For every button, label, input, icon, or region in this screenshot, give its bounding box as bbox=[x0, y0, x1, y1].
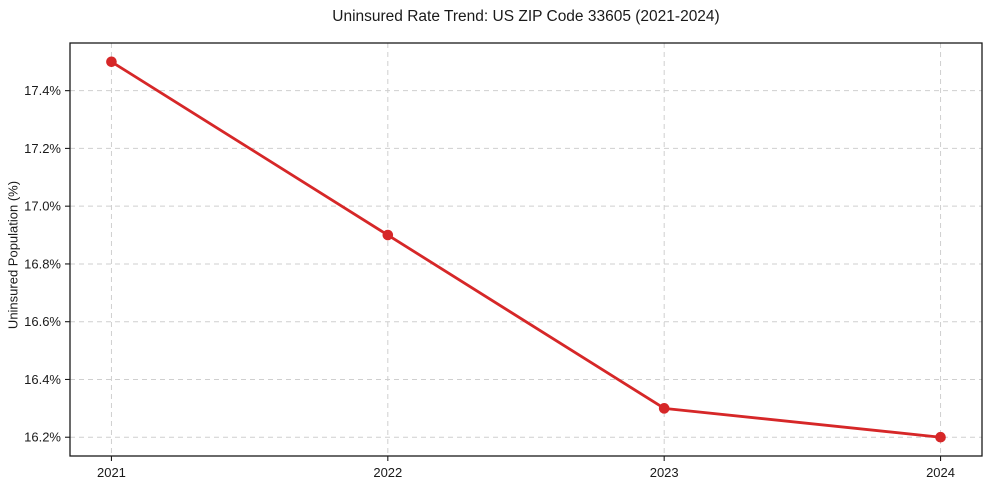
y-tick-label: 16.8% bbox=[24, 256, 61, 271]
y-tick-label: 17.0% bbox=[24, 199, 61, 214]
data-point bbox=[382, 229, 394, 241]
plot-frame bbox=[69, 42, 983, 457]
y-tick-label: 17.2% bbox=[24, 141, 61, 156]
data-point bbox=[658, 403, 670, 414]
x-tick-label: 2021 bbox=[97, 465, 126, 480]
data-point bbox=[106, 56, 117, 68]
y-tick-label: 17.4% bbox=[24, 83, 61, 98]
y-tick-label: 16.2% bbox=[24, 430, 61, 445]
trend-line bbox=[110, 60, 942, 439]
y-tick-label: 16.6% bbox=[24, 314, 61, 329]
x-tick-label: 2024 bbox=[926, 465, 955, 480]
data-point bbox=[935, 431, 946, 443]
x-tick-label: 2022 bbox=[373, 465, 402, 480]
chart-title: Uninsured Rate Trend: US ZIP Code 33605 … bbox=[332, 8, 720, 25]
x-tick-label: 2023 bbox=[650, 465, 679, 480]
y-tick-label: 16.4% bbox=[24, 372, 61, 387]
